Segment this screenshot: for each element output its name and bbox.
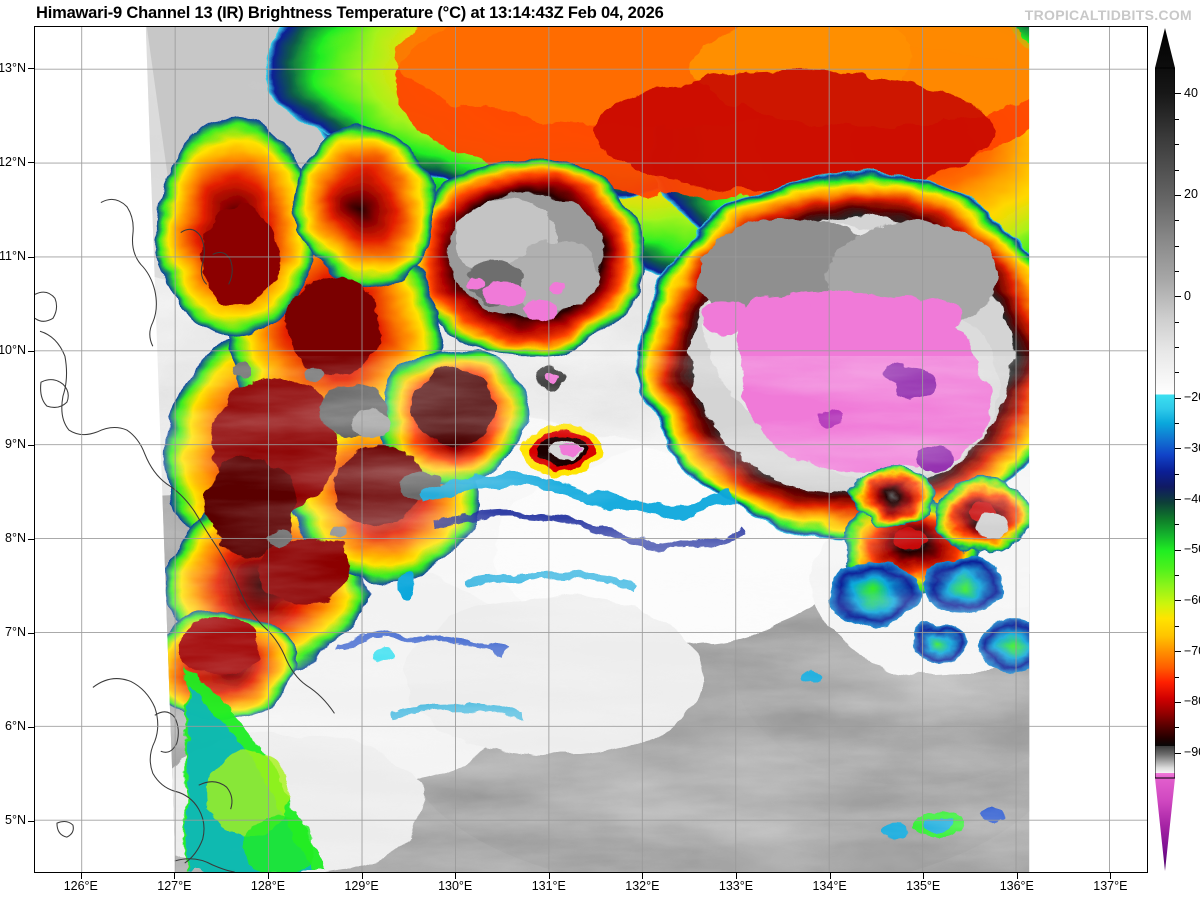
colorbar-label: −40 xyxy=(1184,492,1200,506)
colorbar-label: −60 xyxy=(1184,593,1200,607)
latitude-axis: 13°N 12°N 11°N 10°N 9°N 8°N 7°N 6°N 5°N xyxy=(0,0,34,906)
colorbar-label: −80 xyxy=(1184,694,1200,708)
coastline-overlay xyxy=(35,198,335,872)
ytick-label: 6°N xyxy=(5,719,26,733)
satellite-plot-area[interactable] xyxy=(34,26,1148,873)
ytick-label: 7°N xyxy=(5,625,26,639)
lat-lon-gridlines xyxy=(35,27,1147,872)
colorbar-label: −30 xyxy=(1184,441,1200,455)
colorbar-label: 20 xyxy=(1184,187,1198,201)
xtick-label: 129°E xyxy=(344,879,379,893)
colorbar-label: −20 xyxy=(1184,390,1200,404)
colorbar-extend-min xyxy=(1155,778,1175,871)
ytick-label: 9°N xyxy=(5,437,26,451)
colorbar-label: −50 xyxy=(1184,542,1200,556)
xtick-label: 126°E xyxy=(63,879,98,893)
watermark-tropicaltidbits: TROPICALTIDBITS.COM xyxy=(1024,7,1192,23)
ytick-label: 11°N xyxy=(0,249,26,263)
xtick-label: 134°E xyxy=(812,879,847,893)
xtick-label: 130°E xyxy=(438,879,473,893)
colorbar-label: 0 xyxy=(1184,289,1191,303)
xtick-label: 137°E xyxy=(1093,879,1128,893)
satellite-swath xyxy=(145,27,1030,872)
xtick-label: 135°E xyxy=(906,879,941,893)
xtick-label: 131°E xyxy=(531,879,566,893)
xtick-label: 132°E xyxy=(625,879,660,893)
colorbar-ramp xyxy=(1155,68,1175,778)
colorbar-label: 40 xyxy=(1184,86,1198,100)
colorbar-label: −70 xyxy=(1184,644,1200,658)
page-title: Himawari-9 Channel 13 (IR) Brightness Te… xyxy=(36,4,664,22)
ytick-label: 12°N xyxy=(0,155,26,169)
ytick-label: 5°N xyxy=(5,813,26,827)
ytick-label: 10°N xyxy=(0,343,26,357)
temperature-colorbar[interactable] xyxy=(1155,26,1175,873)
ytick-label: 8°N xyxy=(5,531,26,545)
xtick-label: 136°E xyxy=(999,879,1034,893)
ir-brightness-temperature-map xyxy=(35,27,1147,872)
xtick-label: 133°E xyxy=(718,879,754,893)
ytick-label: 13°N xyxy=(0,61,26,75)
colorbar-label: −90 xyxy=(1184,745,1200,759)
colorbar-extend-max xyxy=(1155,28,1175,68)
xtick-label: 127°E xyxy=(157,879,192,893)
xtick-label: 128°E xyxy=(250,879,286,893)
